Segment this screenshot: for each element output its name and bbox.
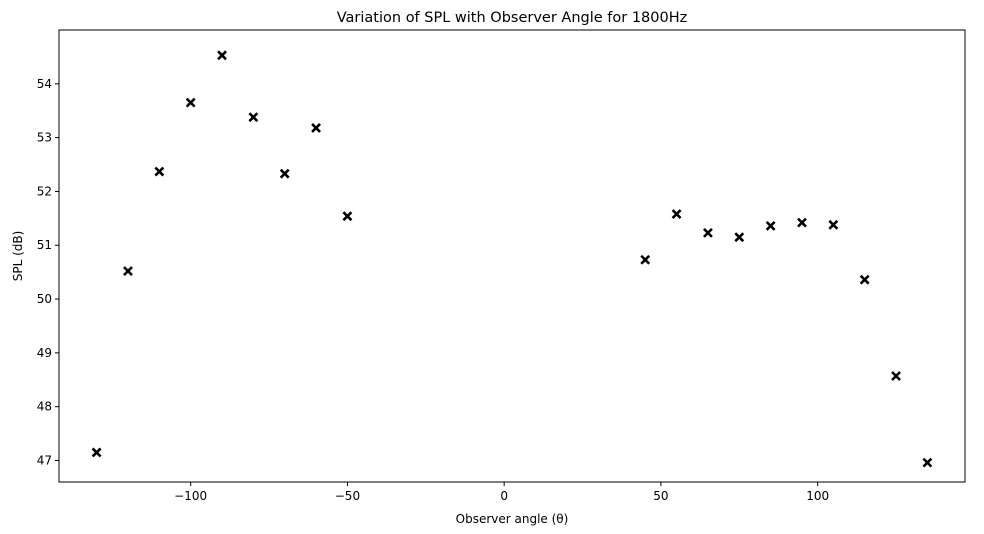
x-tick-label: 100 bbox=[806, 489, 829, 503]
data-point bbox=[248, 112, 259, 123]
y-tick-label: 48 bbox=[37, 400, 52, 414]
y-tick-label: 51 bbox=[37, 238, 52, 252]
data-point bbox=[703, 227, 713, 238]
y-tick-label: 50 bbox=[37, 292, 52, 306]
x-tick-label: 50 bbox=[653, 489, 668, 503]
x-axis-label: Observer angle (θ) bbox=[456, 512, 569, 526]
y-tick-label: 49 bbox=[37, 346, 52, 360]
x-tick-label: −100 bbox=[174, 489, 207, 503]
data-point bbox=[342, 211, 353, 222]
data-point bbox=[859, 274, 870, 285]
y-tick-label: 47 bbox=[37, 453, 52, 467]
data-point bbox=[123, 266, 133, 276]
data-point bbox=[279, 168, 290, 179]
chart-title: Variation of SPL with Observer Angle for… bbox=[337, 10, 688, 26]
data-point bbox=[640, 254, 651, 265]
y-tick-label: 52 bbox=[37, 184, 52, 198]
y-tick-label: 54 bbox=[37, 77, 52, 91]
data-point bbox=[311, 123, 321, 133]
data-point bbox=[734, 232, 745, 243]
data-point bbox=[217, 50, 227, 61]
y-tick-label: 53 bbox=[37, 131, 52, 145]
data-point bbox=[671, 209, 682, 219]
data-point bbox=[91, 447, 102, 458]
data-point bbox=[922, 457, 933, 468]
x-axis: −100 −50 0 50 100 bbox=[174, 482, 829, 503]
x-tick-label: −50 bbox=[335, 489, 360, 503]
data-point bbox=[828, 219, 839, 230]
y-axis-label: SPL (dB) bbox=[11, 231, 25, 282]
data-point bbox=[185, 97, 196, 108]
x-tick-label: 0 bbox=[500, 489, 508, 503]
data-point bbox=[797, 217, 807, 228]
data-point bbox=[765, 220, 776, 231]
y-axis: 47 48 49 50 51 52 53 54 bbox=[37, 77, 59, 467]
plot-frame bbox=[58, 29, 966, 483]
plot-area bbox=[91, 50, 933, 468]
data-point bbox=[154, 166, 165, 177]
data-point bbox=[891, 371, 901, 381]
